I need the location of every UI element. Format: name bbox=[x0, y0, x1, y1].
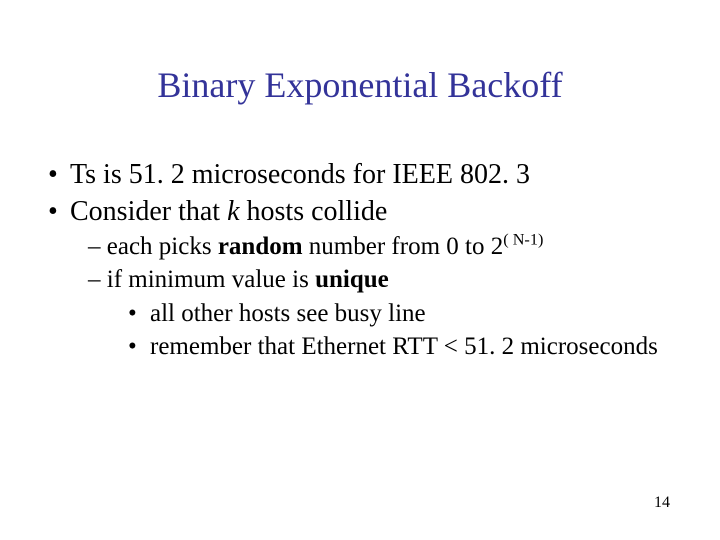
sub-1-exponent: ( N-1) bbox=[503, 231, 543, 249]
sub-2: – if minimum value is unique bbox=[88, 264, 672, 295]
sub-1-random: random bbox=[218, 233, 303, 260]
slide-body: •Ts is 51. 2 microseconds for IEEE 802. … bbox=[48, 155, 672, 364]
dash: – bbox=[88, 233, 107, 260]
bullet-dot: • bbox=[48, 194, 70, 229]
bullet-2-text-a: Consider that bbox=[70, 196, 227, 227]
sub-1: – each picks random number from 0 to 2( … bbox=[88, 231, 672, 262]
bullet-1-text: Ts is 51. 2 microseconds for IEEE 802. 3 bbox=[70, 159, 530, 190]
bullet-dot: • bbox=[128, 331, 150, 362]
bullet-2-text-b: hosts collide bbox=[240, 196, 388, 227]
sub-3: •all other hosts see busy line bbox=[128, 298, 672, 329]
slide-title: Binary Exponential Backoff bbox=[0, 64, 720, 106]
dash: – bbox=[88, 266, 107, 293]
bullet-2-var-k: k bbox=[227, 196, 239, 227]
bullet-dot: • bbox=[48, 157, 70, 192]
sub-4-text: remember that Ethernet RTT < 51. 2 micro… bbox=[150, 333, 658, 360]
sub-2-unique: unique bbox=[315, 266, 389, 293]
sub-4: •remember that Ethernet RTT < 51. 2 micr… bbox=[128, 331, 672, 362]
sub-3-text: all other hosts see busy line bbox=[150, 300, 426, 327]
slide: Binary Exponential Backoff •Ts is 51. 2 … bbox=[0, 0, 720, 540]
sub-2-text-a: if minimum value is bbox=[107, 266, 315, 293]
bullet-2: •Consider that k hosts collide bbox=[48, 194, 672, 229]
sub-1-text-a: each picks bbox=[107, 233, 218, 260]
sub-1-text-b: number from 0 to 2 bbox=[303, 233, 504, 260]
page-number: 14 bbox=[654, 494, 670, 512]
bullet-1: •Ts is 51. 2 microseconds for IEEE 802. … bbox=[48, 157, 672, 192]
bullet-dot: • bbox=[128, 298, 150, 329]
